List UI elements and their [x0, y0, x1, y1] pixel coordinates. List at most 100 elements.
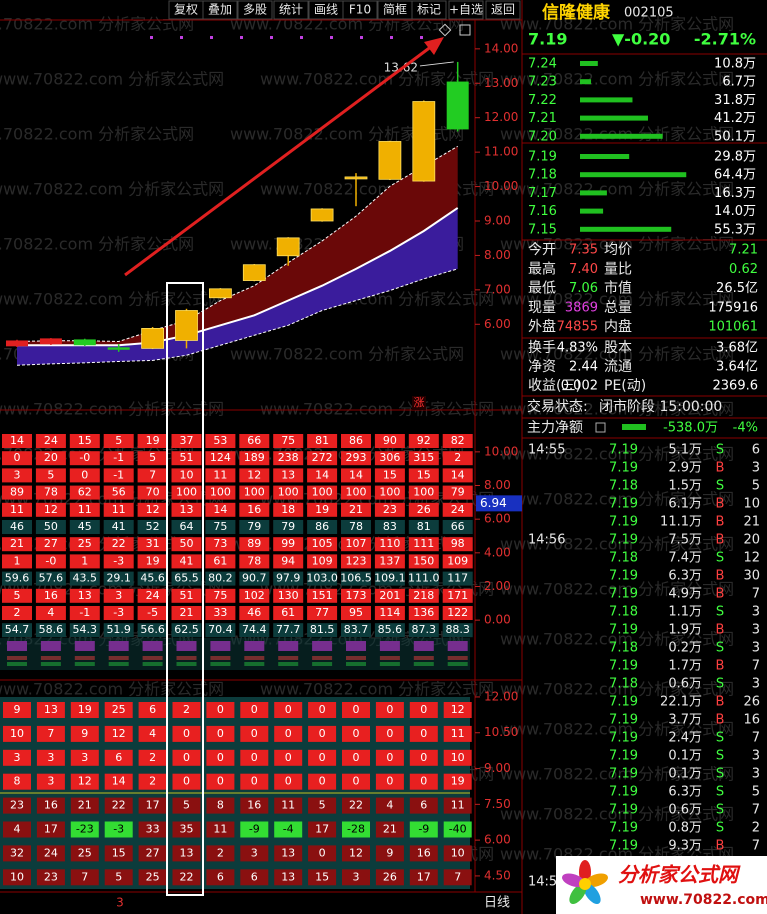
table-cell-text: 70 [146, 486, 160, 499]
toolbar-button[interactable]: F10 [349, 3, 371, 17]
last-price: 7.19 [528, 30, 567, 49]
toolbar-button[interactable]: 画线 [314, 3, 338, 17]
table-cell-text: 15 [78, 434, 92, 447]
table-cell [172, 702, 201, 718]
stat-label: 外盘 [528, 318, 556, 335]
y-tick-label: 11.00 [484, 145, 518, 159]
tick-side: B [716, 569, 725, 584]
table-cell-text: 272 [312, 451, 333, 464]
table-cell [274, 773, 303, 790]
table-cell [375, 749, 404, 766]
table-cell [3, 725, 31, 742]
table-cell-text: 12 [44, 503, 58, 516]
table-cell [205, 520, 236, 534]
toolbar-button[interactable]: 叠加 [208, 3, 232, 17]
table-cell [35, 451, 66, 466]
table-cell [172, 773, 201, 790]
table-cell [103, 434, 134, 448]
toolbar-button[interactable]: 标记 [417, 3, 441, 17]
tick-side: S [716, 677, 724, 692]
toolbar-button[interactable]: 统计 [279, 3, 303, 17]
table-cell-text: -23 [76, 823, 94, 836]
table-cell [70, 797, 99, 814]
table-cell-text: 43.5 [73, 572, 98, 585]
stat-label: 市值 [604, 280, 632, 297]
toolbar-button-bg[interactable] [237, 0, 273, 20]
stat-value: 3869 [565, 300, 598, 315]
table-cell-text: 45.6 [140, 572, 165, 585]
toolbar-button-bg[interactable] [411, 0, 447, 20]
tick-volume: 7.4万 [668, 551, 702, 566]
table-cell-text: 83 [383, 520, 397, 533]
y-tick-label: 10.00 [484, 444, 518, 458]
table-cell [307, 623, 338, 638]
book-volume-bar [580, 226, 672, 232]
table-cell [239, 468, 270, 483]
table-cell [375, 773, 404, 790]
table-cell [442, 588, 473, 603]
toolbar-button-bg[interactable] [202, 0, 238, 20]
tick-price: 7.19 [609, 587, 638, 602]
table-cell-text: 100 [210, 486, 231, 499]
table-cell-text: 27 [44, 537, 58, 550]
table-cell [205, 623, 236, 638]
table-cell [171, 554, 202, 569]
marker-dot [300, 36, 303, 39]
toolbar-button[interactable]: 多股 [243, 3, 267, 17]
table-cell-text: 0 [386, 751, 393, 764]
toolbar-button-bg[interactable] [448, 0, 484, 20]
table-cell-text: 13 [44, 703, 58, 716]
toolbar-button-bg[interactable] [485, 0, 521, 20]
table-cell-text: 2 [183, 703, 190, 716]
table-cell [341, 588, 371, 603]
table-cell [408, 588, 439, 603]
tick-side: B [716, 533, 725, 548]
toolbar-button-bg[interactable] [273, 0, 309, 20]
table-cell-text: 53 [213, 434, 227, 447]
toolbar-button[interactable]: 复权 [174, 3, 198, 17]
table-cell [273, 571, 304, 586]
table-cell [104, 749, 133, 766]
table-cell-text: -28 [347, 823, 365, 836]
toolbar-button[interactable]: 简框 [383, 3, 407, 17]
book-price: 7.19 [528, 150, 557, 165]
table-cell-text: 130 [278, 589, 299, 602]
table-cell [273, 434, 304, 448]
table-cell-text: 10 [10, 870, 24, 883]
tick-side: S [716, 551, 724, 566]
table-cell-text: 88.3 [445, 623, 470, 636]
table-cell [205, 468, 236, 483]
toolbar-button[interactable]: 返回 [491, 3, 515, 17]
book-volume-bar [580, 97, 633, 103]
table-cell-text: 5 [115, 870, 122, 883]
stat-value: 2.44 [569, 360, 598, 375]
table-cell [408, 554, 439, 569]
table-cell-text: 56 [112, 486, 126, 499]
table-cell [442, 554, 473, 569]
table-cell-text: 0 [251, 751, 258, 764]
table-cell [240, 797, 269, 814]
table-cell [375, 725, 404, 742]
table-cell-text: 0 [319, 727, 326, 740]
table-cell-text: 24 [44, 846, 58, 859]
table-cell [103, 468, 134, 483]
toolbar-button[interactable]: +自选 [449, 3, 483, 17]
table-cell-text: 85.6 [378, 623, 403, 636]
table-cell-text: 100 [176, 486, 197, 499]
watermark: www.70822.com 分析家公式网 [500, 805, 734, 824]
y-tick-label: 13.00 [484, 76, 518, 90]
candle-body [378, 141, 402, 180]
table-cell [103, 485, 134, 500]
table-cell [172, 821, 201, 838]
table-cell-text: 100 [312, 486, 333, 499]
toolbar-button-bg[interactable] [342, 0, 378, 20]
table-cell [172, 869, 201, 886]
table-cell-text: 0 [285, 727, 292, 740]
table-cell [342, 797, 370, 814]
stat-value: 0.62 [729, 262, 758, 277]
table-cell-text: 16 [247, 503, 261, 516]
table-cell-text: 23 [44, 870, 58, 883]
watermark: www.70822.com 分析家公式网 [500, 400, 734, 419]
table-cell [137, 588, 168, 603]
table-cell [104, 702, 133, 718]
